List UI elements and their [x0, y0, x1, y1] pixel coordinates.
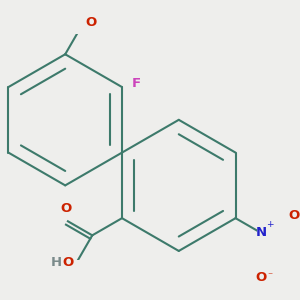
- Text: O: O: [62, 256, 74, 269]
- Text: F: F: [131, 77, 140, 90]
- Text: H: H: [51, 256, 62, 269]
- Text: O: O: [256, 271, 267, 284]
- Text: O: O: [289, 209, 300, 222]
- Text: +: +: [266, 220, 274, 229]
- Text: O: O: [85, 16, 97, 29]
- Text: O: O: [61, 202, 72, 215]
- Text: N: N: [256, 226, 267, 239]
- Text: ⁻: ⁻: [268, 271, 273, 281]
